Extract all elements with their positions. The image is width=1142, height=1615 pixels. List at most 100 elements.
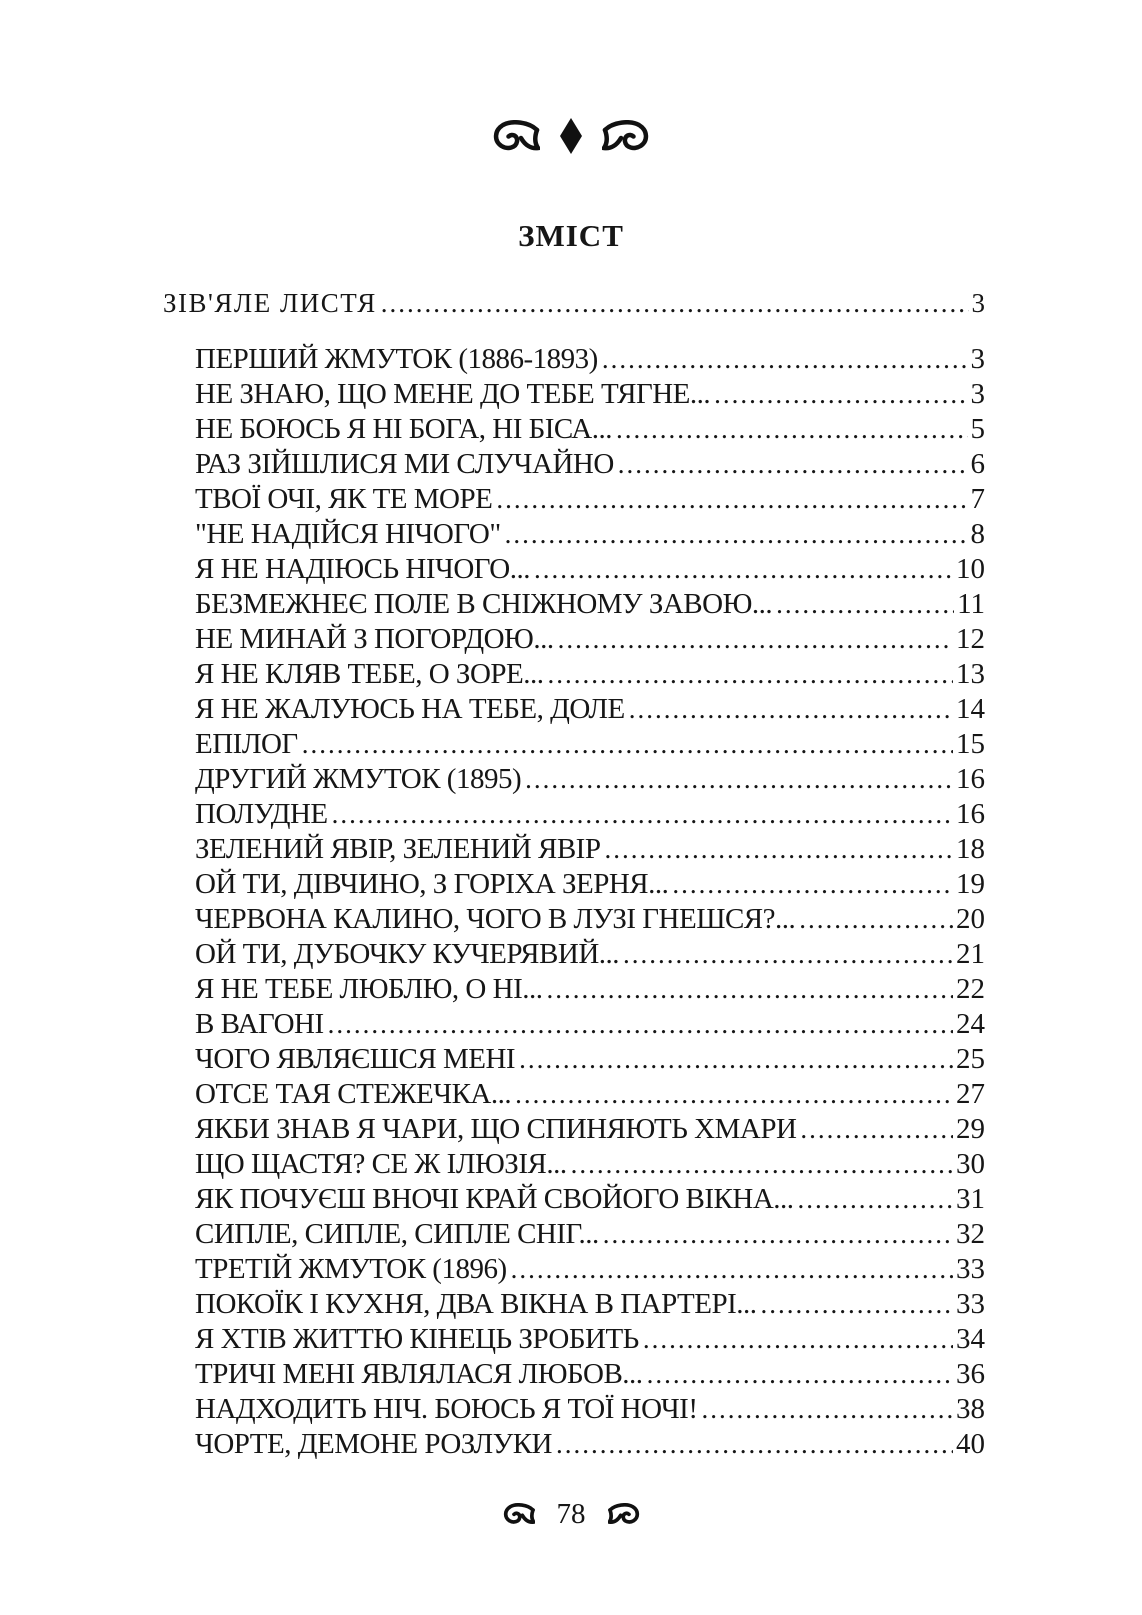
- toc-entry-page: 30: [956, 1148, 985, 1180]
- toc-entry-page: 24: [956, 1008, 985, 1040]
- toc-entry-page: 16: [956, 763, 985, 795]
- toc-entry-page: 22: [956, 973, 985, 1005]
- toc-entry: ЧОГО ЯВЛЯЄШСЯ МЕНІ......................…: [163, 1043, 985, 1078]
- toc-entry-title: В ВАГОНІ: [195, 1008, 324, 1040]
- toc-entry: НАДХОДИТЬ НІЧ. БОЮСЬ Я ТОЇ НОЧІ!........…: [163, 1393, 985, 1428]
- toc-entry: НЕ ЗНАЮ, ЩО МЕНЕ ДО ТЕБЕ ТЯГНЕ..........…: [163, 378, 985, 413]
- toc-entry-page: 33: [956, 1253, 985, 1285]
- toc-entry-page: 32: [956, 1218, 985, 1250]
- toc-entry-page: 10: [956, 553, 985, 585]
- toc-entry-page: 33: [956, 1288, 985, 1320]
- toc-entry-title: ЯКБИ ЗНАВ Я ЧАРИ, ЩО СПИНЯЮТЬ ХМАРИ: [195, 1113, 797, 1145]
- toc-entry-title: ОЙ ТИ, ДУБОЧКУ КУЧЕРЯВИЙ...: [195, 938, 620, 970]
- dot-leader: ........................................…: [602, 1219, 953, 1249]
- toc-entry-page: 3: [970, 343, 986, 375]
- toc-entry: ЗІВ'ЯЛЕ ЛИСТЯ...........................…: [163, 288, 985, 323]
- toc-entry-title: ПЕРШИЙ ЖМУТОК (1886-1893): [195, 343, 598, 375]
- toc-entry-title: Я НЕ ТЕБЕ ЛЮБЛЮ, О НІ...: [195, 973, 543, 1005]
- dot-leader: ........................................…: [672, 869, 953, 899]
- toc-entry-title: ТРИЧІ МЕНІ ЯВЛЯЛАСЯ ЛЮБОВ...: [195, 1358, 643, 1390]
- toc-entry-title: ДРУГИЙ ЖМУТОК (1895): [195, 763, 522, 795]
- toc-entry-page: 25: [956, 1043, 985, 1075]
- dot-leader: ........................................…: [547, 659, 954, 689]
- dot-leader: ........................................…: [797, 1184, 953, 1214]
- toc-entry: БЕЗМЕЖНЕЄ ПОЛЕ В СНІЖНОМУ ЗАВОЮ.........…: [163, 588, 985, 623]
- toc-entry-page: 12: [956, 623, 985, 655]
- toc-entry-title: ОЙ ТИ, ДІВЧИНО, З ГОРІХА ЗЕРНЯ...: [195, 868, 669, 900]
- dot-leader: ........................................…: [623, 939, 953, 969]
- fleuron-left-icon: [503, 1503, 535, 1525]
- toc-entry: ОЙ ТИ, ДІВЧИНО, З ГОРІХА ЗЕРНЯ..........…: [163, 868, 985, 903]
- toc-list: ЗІВ'ЯЛЕ ЛИСТЯ...........................…: [163, 288, 985, 1463]
- toc-entry: ОЙ ТИ, ДУБОЧКУ КУЧЕРЯВИЙ................…: [163, 938, 985, 973]
- toc-entry: ТРЕТІЙ ЖМУТОК (1896)....................…: [163, 1253, 985, 1288]
- floral-heart-left-icon: [492, 120, 540, 152]
- toc-entry-title: Я ХТІВ ЖИТТЮ КІНЕЦЬ ЗРОБИТЬ: [195, 1323, 639, 1355]
- toc-entry-page: 18: [956, 833, 985, 865]
- toc-entry: ПОКОЇК І КУХНЯ, ДВА ВІКНА В ПАРТЕРІ.....…: [163, 1288, 985, 1323]
- dot-leader: ........................................…: [628, 694, 953, 724]
- toc-entry-title: Я НЕ НАДІЮСЬ НІЧОГО...: [195, 553, 531, 585]
- toc-entry-page: 5: [970, 413, 986, 445]
- toc-entry-title: Я НЕ КЛЯВ ТЕБЕ, О ЗОРЕ...: [195, 658, 544, 690]
- dot-leader: ........................................…: [604, 834, 953, 864]
- toc-entry-title: НАДХОДИТЬ НІЧ. БОЮСЬ Я ТОЇ НОЧІ!: [195, 1393, 698, 1425]
- toc-entry-title: БЕЗМЕЖНЕЄ ПОЛЕ В СНІЖНОМУ ЗАВОЮ...: [195, 588, 773, 620]
- toc-entry: ТВОЇ ОЧІ, ЯК ТЕ МОРЕ....................…: [163, 483, 985, 518]
- toc-entry-page: 13: [956, 658, 985, 690]
- toc-entry-title: НЕ МИНАЙ З ПОГОРДОЮ...: [195, 623, 554, 655]
- toc-entry-title: ЧЕРВОНА КАЛИНО, ЧОГО В ЛУЗІ ГНЕШСЯ?...: [195, 903, 796, 935]
- dot-leader: ........................................…: [601, 344, 968, 374]
- toc-entry-page: 6: [970, 448, 986, 480]
- page-footer: 78: [0, 1492, 1142, 1536]
- toc-entry-page: 19: [956, 868, 985, 900]
- dot-leader: ........................................…: [546, 974, 953, 1004]
- toc-entry-page: 38: [956, 1393, 985, 1425]
- toc-entry: ЧЕРВОНА КАЛИНО, ЧОГО В ЛУЗІ ГНЕШСЯ?.....…: [163, 903, 985, 938]
- toc-entry: "НЕ НАДІЙСЯ НІЧОГО".....................…: [163, 518, 985, 553]
- toc-entry-page: 27: [956, 1078, 985, 1110]
- toc-entry-page: 3: [970, 378, 986, 410]
- folio-page-number: 78: [556, 1497, 586, 1530]
- toc-entry: ЗЕЛЕНИЙ ЯВІР, ЗЕЛЕНИЙ ЯВІР..............…: [163, 833, 985, 868]
- toc-entry: Я НЕ ЖАЛУЮСЬ НА ТЕБЕ, ДОЛЕ..............…: [163, 693, 985, 728]
- dot-leader: ........................................…: [557, 624, 953, 654]
- dot-leader: ........................................…: [556, 1429, 953, 1459]
- toc-entry-title: ПОЛУДНЕ: [195, 798, 328, 830]
- dot-leader: ........................................…: [617, 449, 968, 479]
- floral-heart-right-icon: [602, 120, 650, 152]
- toc-entry: Я ХТІВ ЖИТТЮ КІНЕЦЬ ЗРОБИТЬ.............…: [163, 1323, 985, 1358]
- toc-entry-title: ЕПІЛОГ: [195, 728, 298, 760]
- toc-entry: НЕ БОЮСЬ Я НІ БОГА, НІ БІСА.............…: [163, 413, 985, 448]
- dot-leader: ........................................…: [776, 589, 954, 619]
- dot-leader: ........................................…: [301, 729, 953, 759]
- dot-leader: ........................................…: [616, 414, 968, 444]
- toc-entry-page: 34: [956, 1323, 985, 1355]
- toc-entry-title: ЗІВ'ЯЛЕ ЛИСТЯ: [163, 288, 377, 318]
- toc-entry-title: НЕ БОЮСЬ Я НІ БОГА, НІ БІСА...: [195, 413, 613, 445]
- dot-leader: ........................................…: [534, 554, 953, 584]
- toc-entry: ПОЛУДНЕ.................................…: [163, 798, 985, 833]
- dot-leader: ........................................…: [331, 799, 953, 829]
- toc-entry: ПЕРШИЙ ЖМУТОК (1886-1893)...............…: [163, 343, 985, 378]
- toc-entry: ЧОРТЕ, ДЕМОНЕ РОЗЛУКИ...................…: [163, 1428, 985, 1463]
- toc-entry: СИПЛЕ, СИПЛЕ, СИПЛЕ СНІГ................…: [163, 1218, 985, 1253]
- toc-entry-page: 29: [956, 1113, 985, 1145]
- toc-entry: Я НЕ НАДІЮСЬ НІЧОГО.....................…: [163, 553, 985, 588]
- toc-entry-page: 20: [956, 903, 985, 935]
- toc-entry: Я НЕ ТЕБЕ ЛЮБЛЮ, О НІ...................…: [163, 973, 985, 1008]
- dot-leader: ........................................…: [714, 379, 968, 409]
- toc-entry-title: СИПЛЕ, СИПЛЕ, СИПЛЕ СНІГ...: [195, 1218, 599, 1250]
- toc-entry-title: НЕ ЗНАЮ, ЩО МЕНЕ ДО ТЕБЕ ТЯГНЕ...: [195, 378, 711, 410]
- toc-entry: ОТСЕ ТАЯ СТЕЖЕЧКА.......................…: [163, 1078, 985, 1113]
- dot-leader: ........................................…: [800, 1114, 953, 1144]
- toc-entry-title: ЧОГО ЯВЛЯЄШСЯ МЕНІ: [195, 1043, 516, 1075]
- dot-leader: ........................................…: [510, 1254, 953, 1284]
- toc-entry: ЩО ЩАСТЯ? СЕ Ж ІЛЮЗІЯ...................…: [163, 1148, 985, 1183]
- toc-entry-page: 21: [956, 938, 985, 970]
- toc-entry-page: 15: [956, 728, 985, 760]
- dot-leader: ........................................…: [380, 288, 969, 318]
- toc-entry-title: Я НЕ ЖАЛУЮСЬ НА ТЕБЕ, ДОЛЕ: [195, 693, 625, 725]
- dot-leader: ........................................…: [570, 1149, 953, 1179]
